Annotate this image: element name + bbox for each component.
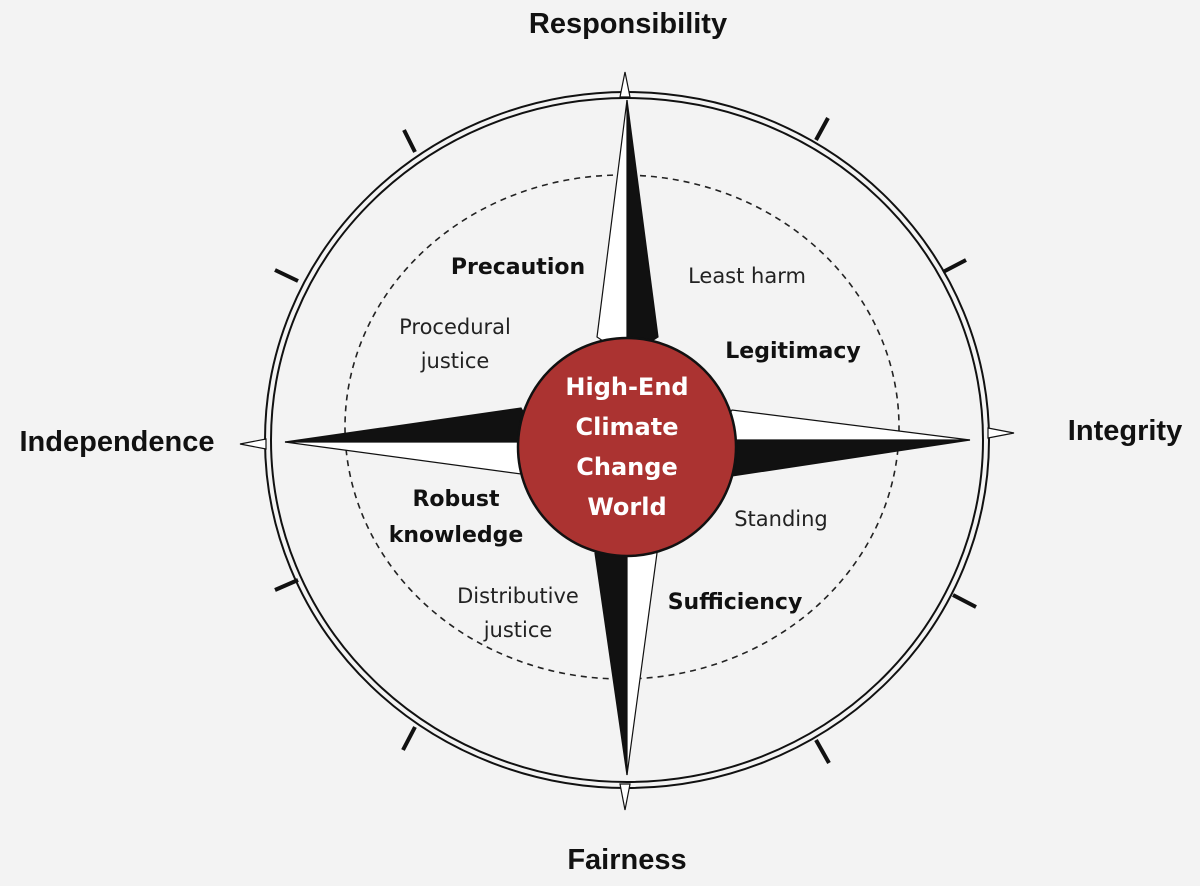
robust-line-2: knowledge	[388, 522, 524, 548]
label-robust-knowledge: Robust knowledge	[378, 486, 534, 549]
distributive-line-2: justice	[483, 618, 553, 643]
tip-west	[239, 438, 267, 450]
ring-ticks	[274, 117, 977, 764]
center-circle	[516, 336, 738, 558]
star-north-dark	[626, 99, 659, 359]
label-standing: Standing	[734, 507, 828, 531]
tick-mark	[274, 268, 299, 283]
tip-south	[619, 783, 631, 811]
tip-east	[987, 427, 1015, 439]
outer-ring-inner	[270, 97, 984, 783]
label-east: Integrity	[1067, 415, 1183, 447]
tick-mark	[942, 258, 967, 274]
label-procedural-justice: Procedural justice	[380, 314, 530, 375]
star-west-dark	[284, 407, 543, 443]
label-distributive-justice: Distributive justice	[440, 583, 596, 644]
tick-mark	[952, 593, 977, 609]
tick-mark	[401, 726, 417, 751]
label-least-harm: Least harm	[688, 264, 806, 288]
label-west: Independence	[19, 426, 215, 458]
tick-mark	[402, 129, 417, 153]
cardinal-tips	[239, 71, 1015, 811]
compass-star	[284, 99, 971, 776]
robust-line-1: Robust	[412, 487, 500, 512]
star-south-dark	[594, 531, 628, 776]
label-north: Responsibility	[528, 8, 728, 40]
star-west-light	[284, 441, 543, 475]
label-sufficiency: Sufficiency	[667, 590, 803, 615]
center-line-1: High-End	[565, 373, 689, 401]
label-south: Fairness	[567, 844, 687, 876]
distributive-line-1: Distributive	[457, 584, 579, 608]
tick-mark	[274, 578, 299, 592]
tip-north	[619, 71, 631, 98]
star-north-light	[596, 99, 628, 359]
tick-mark	[814, 117, 830, 141]
center-line-2: Climate	[575, 413, 679, 441]
procedural-line-2: justice	[420, 349, 490, 374]
center-line-4: World	[587, 493, 667, 521]
star-east-dark	[710, 439, 971, 477]
star-south-light	[626, 531, 658, 776]
label-legitimacy: Legitimacy	[725, 339, 861, 364]
procedural-line-1: Procedural	[399, 315, 511, 339]
center-label: High-End Climate Change World	[547, 367, 707, 527]
tick-mark	[814, 739, 831, 764]
star-east-light	[710, 409, 971, 441]
center-line-3: Change	[576, 453, 678, 481]
label-precaution: Precaution	[450, 255, 586, 280]
